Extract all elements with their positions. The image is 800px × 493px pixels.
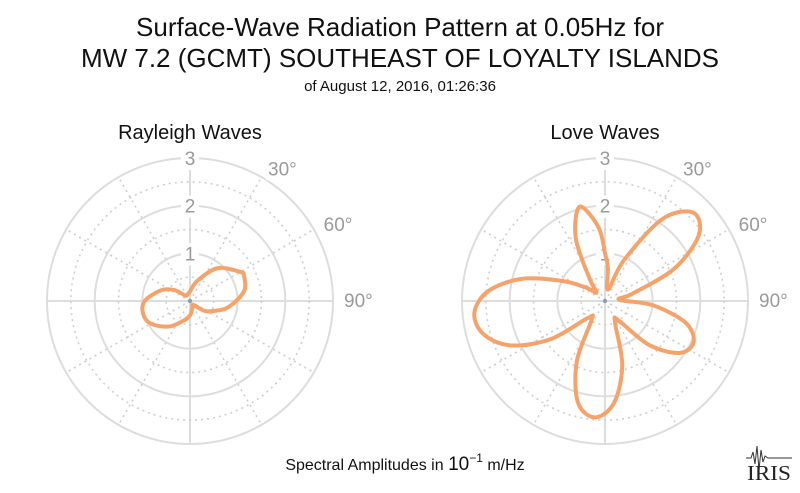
angle-tick-label: 30° [683, 159, 712, 180]
panel-title: Love Waves [550, 122, 659, 144]
angle-label-halo [757, 290, 797, 312]
radiation-pattern-line [140, 265, 248, 329]
angle-gridline [532, 300, 606, 426]
radius-minor-ring [165, 276, 215, 326]
angle-tick-label: 90° [759, 291, 788, 312]
angle-gridline [117, 300, 191, 426]
rayleigh-polar-plot: Rayleigh Waves 1 2 3 30° 60° 90° [46, 122, 382, 445]
seismogram-logo-icon [746, 445, 792, 471]
tick-label-halo [596, 195, 614, 218]
caption-prefix: Spectral Amplitudes in [285, 457, 448, 474]
angle-gridline [117, 176, 191, 302]
angle-gridline [189, 228, 315, 302]
angle-gridline [189, 300, 263, 426]
amplitude-units-caption: Spectral Amplitudes in 10−1 m/Hz [285, 451, 524, 475]
figure-subtitle: of August 12, 2016, 01:26:36 [304, 78, 496, 95]
angle-label-halo [342, 290, 382, 312]
caption-suffix: m/Hz [483, 457, 525, 474]
figure-title-line2: MW 7.2 (GCMT) SOUTHEAST OF LOYALTY ISLAN… [81, 43, 719, 73]
caption-exponent: −1 [469, 451, 483, 465]
tick-label-halo [181, 243, 199, 266]
radius-minor-ring [70, 181, 310, 421]
origin-marker [187, 298, 193, 304]
radius-minor-ring [485, 181, 725, 421]
angle-label-halo [266, 158, 306, 181]
tick-label-halo [181, 148, 199, 170]
tick-label-halo [181, 195, 199, 218]
angle-label-halo [736, 214, 777, 236]
radius-tick-label: 3 [185, 149, 196, 170]
radius-tick-label: 3 [600, 149, 611, 170]
caption-base: 10 [448, 454, 469, 475]
radius-tick-label: 1 [185, 244, 196, 265]
angle-tick-label: 60° [324, 215, 353, 236]
radiation-pattern-line [472, 204, 703, 420]
figure-title-line1: Surface-Wave Radiation Pattern at 0.05Hz… [136, 12, 664, 42]
radius-tick-label: 2 [185, 197, 196, 218]
angle-tick-label: 90° [344, 291, 373, 312]
angle-gridline [604, 228, 730, 302]
angle-tick-label: 60° [739, 215, 768, 236]
iris-logo-text: IRIS [747, 461, 791, 485]
radius-tick-label: 2 [600, 197, 611, 218]
panel-title: Rayleigh Waves [118, 122, 262, 144]
tick-label-halo [596, 148, 614, 170]
radius-minor-ring [532, 228, 678, 374]
iris-logo: IRIS [746, 445, 792, 485]
angle-label-halo [321, 214, 362, 236]
radius-minor-ring [117, 228, 263, 374]
angle-label-halo [681, 158, 721, 181]
angle-gridline [480, 228, 606, 302]
origin-marker [602, 298, 608, 304]
angle-tick-label: 30° [268, 159, 297, 180]
